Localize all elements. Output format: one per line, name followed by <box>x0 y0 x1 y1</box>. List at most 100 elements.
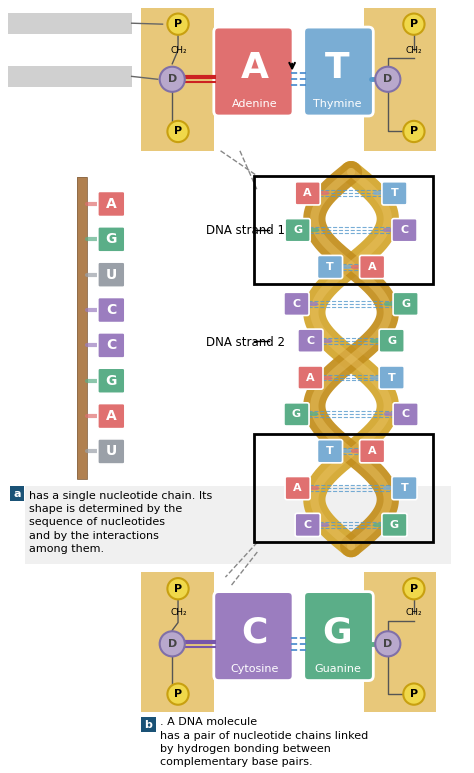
Text: T: T <box>401 483 409 493</box>
Circle shape <box>167 578 189 599</box>
FancyBboxPatch shape <box>295 182 320 205</box>
Text: G: G <box>323 615 352 649</box>
FancyBboxPatch shape <box>360 255 385 278</box>
Bar <box>25 486 451 564</box>
Text: CH₂: CH₂ <box>406 608 422 618</box>
Circle shape <box>403 121 425 142</box>
FancyBboxPatch shape <box>214 591 293 680</box>
Bar <box>8 66 132 87</box>
FancyBboxPatch shape <box>214 27 293 116</box>
Bar <box>141 572 214 713</box>
FancyBboxPatch shape <box>379 329 404 352</box>
Text: A: A <box>306 373 315 383</box>
Text: A: A <box>368 446 376 456</box>
FancyBboxPatch shape <box>98 333 125 358</box>
Text: Cytosine: Cytosine <box>230 664 279 674</box>
Text: D: D <box>168 638 177 649</box>
Text: C: C <box>401 225 409 235</box>
Text: C: C <box>241 615 268 649</box>
Circle shape <box>167 121 189 142</box>
Text: G: G <box>390 520 399 530</box>
FancyBboxPatch shape <box>284 403 309 426</box>
Text: G: G <box>293 225 302 235</box>
Text: U: U <box>106 444 117 458</box>
Text: . A DNA molecule
has a pair of nucleotide chains linked
by hydrogen bonding betw: . A DNA molecule has a pair of nucleotid… <box>160 717 368 767</box>
FancyBboxPatch shape <box>98 226 125 252</box>
FancyBboxPatch shape <box>304 27 374 116</box>
Text: T: T <box>326 446 334 456</box>
Text: P: P <box>410 689 418 699</box>
FancyBboxPatch shape <box>285 476 310 499</box>
Text: A: A <box>240 51 268 85</box>
Text: has a single nucleotide chain. Its
shape is determined by the
sequence of nucleo: has a single nucleotide chain. Its shape… <box>29 491 212 554</box>
Bar <box>10 486 24 501</box>
Text: C: C <box>106 339 117 352</box>
Text: Adenine: Adenine <box>232 100 277 110</box>
Text: P: P <box>174 689 182 699</box>
Text: T: T <box>391 189 398 199</box>
Circle shape <box>160 66 185 92</box>
Text: P: P <box>410 127 418 137</box>
Text: T: T <box>388 373 396 383</box>
Text: G: G <box>106 374 117 388</box>
Text: D: D <box>383 74 392 84</box>
Bar <box>364 8 436 151</box>
FancyBboxPatch shape <box>285 219 310 242</box>
Text: G: G <box>106 233 117 247</box>
Text: Thymine: Thymine <box>313 100 362 110</box>
FancyBboxPatch shape <box>295 513 320 536</box>
Text: C: C <box>106 303 117 317</box>
FancyBboxPatch shape <box>98 192 125 216</box>
FancyBboxPatch shape <box>393 292 418 315</box>
FancyBboxPatch shape <box>392 476 417 499</box>
FancyBboxPatch shape <box>379 366 404 389</box>
Text: DNA strand 2: DNA strand 2 <box>206 336 285 349</box>
Circle shape <box>403 14 425 35</box>
Text: C: C <box>304 520 312 530</box>
Text: CH₂: CH₂ <box>171 46 187 55</box>
Bar <box>364 572 436 713</box>
Text: G: G <box>292 410 301 420</box>
FancyBboxPatch shape <box>98 439 125 464</box>
Circle shape <box>375 632 401 656</box>
Text: C: C <box>306 335 314 346</box>
Text: a: a <box>13 489 21 499</box>
Bar <box>141 717 156 732</box>
Circle shape <box>403 683 425 705</box>
Text: G: G <box>401 299 410 309</box>
Text: T: T <box>325 51 350 85</box>
FancyBboxPatch shape <box>298 366 323 389</box>
Circle shape <box>167 683 189 705</box>
Text: Guanine: Guanine <box>314 664 361 674</box>
FancyBboxPatch shape <box>392 219 417 242</box>
FancyBboxPatch shape <box>284 292 309 315</box>
Text: DNA strand 1: DNA strand 1 <box>206 223 285 237</box>
Text: P: P <box>174 127 182 137</box>
FancyBboxPatch shape <box>382 182 407 205</box>
Text: G: G <box>387 335 396 346</box>
FancyBboxPatch shape <box>304 591 374 680</box>
Text: C: C <box>292 299 301 309</box>
Text: A: A <box>303 189 312 199</box>
Circle shape <box>403 578 425 599</box>
Text: A: A <box>368 262 376 272</box>
Text: P: P <box>410 19 418 29</box>
Bar <box>77 177 87 478</box>
Text: D: D <box>168 74 177 84</box>
Text: A: A <box>106 197 117 211</box>
Text: A: A <box>106 409 117 423</box>
FancyBboxPatch shape <box>382 513 407 536</box>
FancyBboxPatch shape <box>98 368 125 393</box>
Circle shape <box>375 66 401 92</box>
FancyBboxPatch shape <box>98 404 125 429</box>
FancyBboxPatch shape <box>318 440 343 463</box>
Text: P: P <box>174 584 182 594</box>
Text: D: D <box>383 638 392 649</box>
FancyBboxPatch shape <box>393 403 418 426</box>
Bar <box>77 177 87 478</box>
Bar <box>8 12 132 34</box>
Bar <box>255 176 433 284</box>
FancyBboxPatch shape <box>98 262 125 288</box>
Text: CH₂: CH₂ <box>406 46 422 55</box>
FancyBboxPatch shape <box>98 298 125 322</box>
